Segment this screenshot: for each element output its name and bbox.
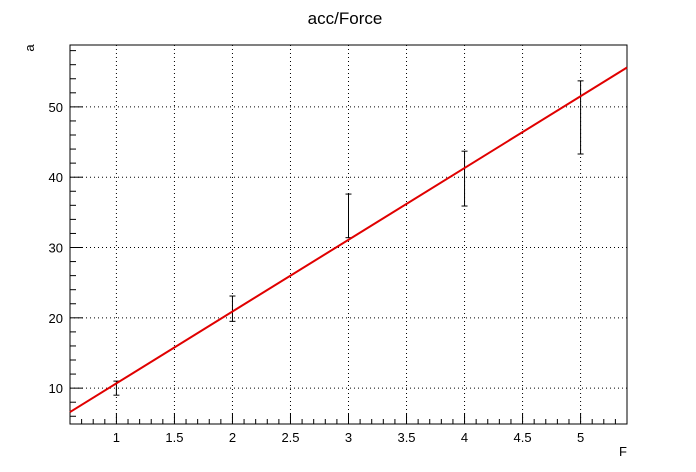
- y-tick-label: 40: [49, 170, 63, 185]
- x-tick-label: 5: [577, 430, 584, 445]
- x-tick-label: 4: [461, 430, 468, 445]
- y-tick-label: 10: [49, 381, 63, 396]
- series: [69, 66, 628, 413]
- axis-ticks: 1 1.5 2 2.5 3 3.5 4 4.5 5 10 20 30 40 50: [49, 50, 628, 445]
- x-tick-label: 1.5: [165, 430, 183, 445]
- y-tick-label: 20: [49, 311, 63, 326]
- y-tick-label: 30: [49, 241, 63, 256]
- grid: [70, 45, 627, 424]
- x-tick-label: 2: [229, 430, 236, 445]
- fit-line: [69, 66, 628, 413]
- chart-title: acc/Force: [308, 9, 383, 28]
- y-tick-label: 50: [49, 100, 63, 115]
- x-tick-label: 4.5: [514, 430, 532, 445]
- x-tick-label: 1: [113, 430, 120, 445]
- y-axis-label: a: [22, 44, 37, 52]
- x-tick-label: 3: [345, 430, 352, 445]
- x-axis-label: F: [619, 444, 627, 459]
- x-tick-label: 3.5: [397, 430, 415, 445]
- x-tick-label: 2.5: [281, 430, 299, 445]
